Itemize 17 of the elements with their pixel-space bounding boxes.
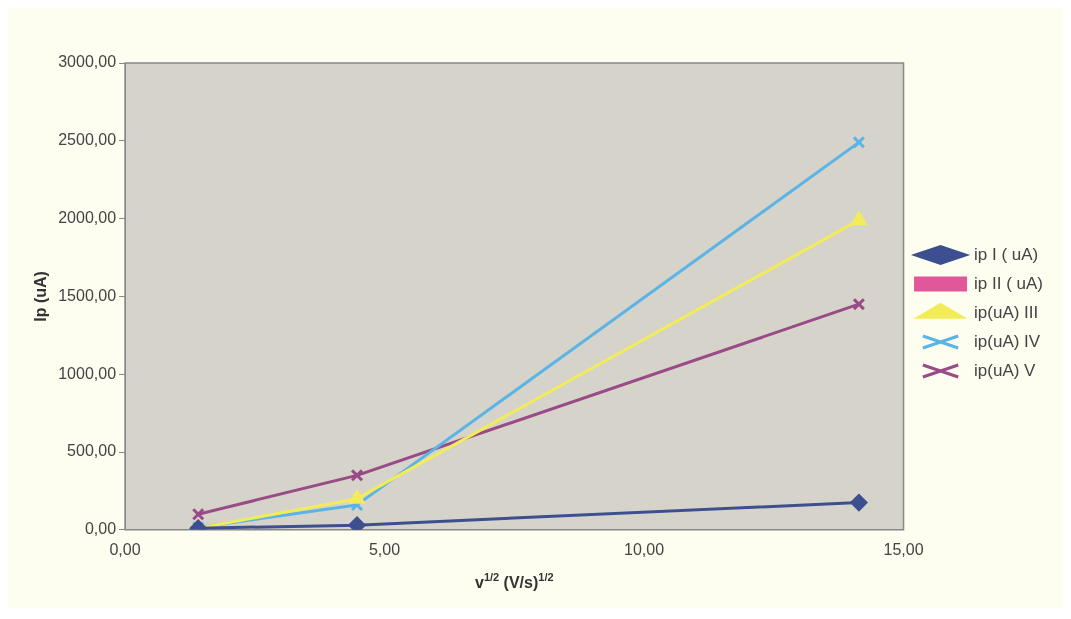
y-tick-label: 1000,00 [58, 364, 117, 382]
legend-label: ip(uA) III [974, 302, 1039, 322]
x-tick-label: 10,00 [624, 540, 665, 558]
y-axis-title: Ip (uA) [32, 271, 50, 322]
legend-label: ip(uA) IV [974, 331, 1041, 351]
y-tick-label: 2500,00 [58, 131, 117, 149]
y-tick-label: 500,00 [67, 442, 117, 460]
legend-label: ip II ( uA) [974, 273, 1044, 293]
y-tick-label: 3000,00 [58, 53, 117, 71]
legend-label: ip(uA) V [974, 360, 1037, 380]
x-tick-label: 5,00 [368, 540, 401, 558]
legend-label: ip I ( uA) [974, 244, 1039, 264]
x-tick-label: 15,00 [883, 540, 924, 558]
y-tick-label: 2000,00 [58, 209, 117, 227]
y-tick-label: 1500,00 [58, 286, 117, 304]
y-tick-label: 0,00 [84, 520, 117, 538]
x-tick-label: 0,00 [109, 540, 141, 558]
